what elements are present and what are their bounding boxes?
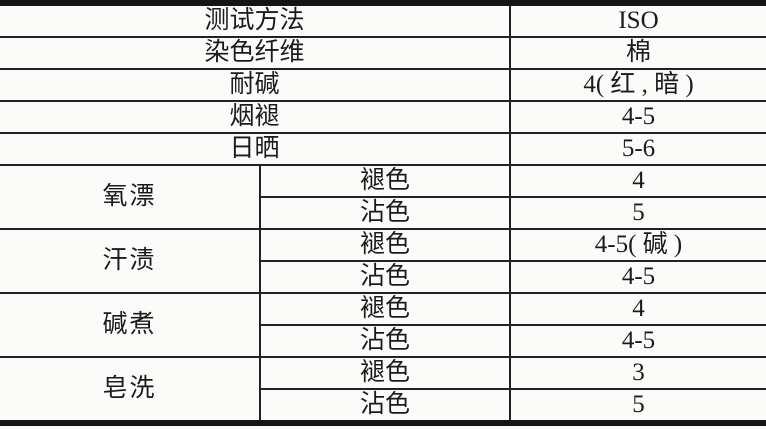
table-row-perspiration-staining: 沾色 4-5 (0, 260, 766, 294)
table-row-test-method: 测试方法 ISO (0, 2, 766, 38)
oxygen-bleach-fading-label: 褪色 (258, 164, 512, 198)
table-row-alkali-boil-staining: 沾色 4-5 (0, 324, 766, 358)
oxygen-bleach-staining-value: 5 (509, 196, 766, 230)
fume-fading-value: 4-5 (509, 100, 766, 134)
soaping-group-label: 皂洗 (0, 356, 261, 424)
table-row-perspiration-fading: 汗渍 褪色 4-5( 碱 ) (0, 228, 766, 294)
perspiration-fading-value: 4-5( 碱 ) (509, 228, 766, 262)
perspiration-staining-value: 4-5 (509, 260, 766, 294)
perspiration-fading-label: 褪色 (258, 228, 512, 262)
table-row-fume-fading: 烟褪 4-5 (0, 100, 766, 134)
alkali-boil-fading-label: 褪色 (258, 292, 512, 326)
table-row-soaping-fading: 皂洗 褪色 3 (0, 356, 766, 424)
dyed-fiber-label: 染色纤维 (0, 36, 512, 70)
soaping-fading-value: 3 (509, 356, 766, 390)
soaping-staining-value: 5 (509, 388, 766, 424)
fume-fading-label: 烟褪 (0, 100, 512, 134)
soaping-staining-label: 沾色 (260, 388, 512, 424)
alkali-boil-group-label: 碱煮 (0, 292, 261, 358)
soaping-fading-label: 褪色 (258, 356, 512, 390)
oxygen-bleach-staining-label: 沾色 (260, 196, 512, 230)
alkali-boil-staining-value: 4-5 (509, 324, 766, 358)
test-method-value: ISO (509, 2, 766, 38)
table-row-alkali-resistance: 耐碱 4( 红 , 暗 ) (0, 68, 766, 102)
oxygen-bleach-group-label: 氧漂 (0, 164, 261, 230)
table-row-dyed-fiber: 染色纤维 棉 (0, 36, 766, 70)
dyed-fiber-value: 棉 (509, 36, 766, 70)
alkali-resistance-value: 4( 红 , 暗 ) (509, 68, 766, 102)
perspiration-staining-label: 沾色 (260, 260, 512, 294)
table-row-oxygen-bleach-fading: 氧漂 褪色 4 (0, 164, 766, 230)
table-row-soaping-staining: 沾色 5 (0, 388, 766, 424)
alkali-boil-staining-label: 沾色 (260, 324, 512, 358)
table-row-oxygen-bleach-staining: 沾色 5 (0, 196, 766, 230)
perspiration-group-label: 汗渍 (0, 228, 261, 294)
alkali-resistance-label: 耐碱 (0, 68, 512, 102)
light-fastness-value: 5-6 (509, 132, 766, 166)
table-row-light-fastness: 日晒 5-6 (0, 132, 766, 166)
alkali-boil-fading-value: 4 (509, 292, 766, 326)
table-row-alkali-boil-fading: 碱煮 褪色 4 (0, 292, 766, 358)
oxygen-bleach-fading-value: 4 (509, 164, 766, 198)
test-method-label: 测试方法 (0, 2, 512, 38)
light-fastness-label: 日晒 (0, 132, 512, 166)
